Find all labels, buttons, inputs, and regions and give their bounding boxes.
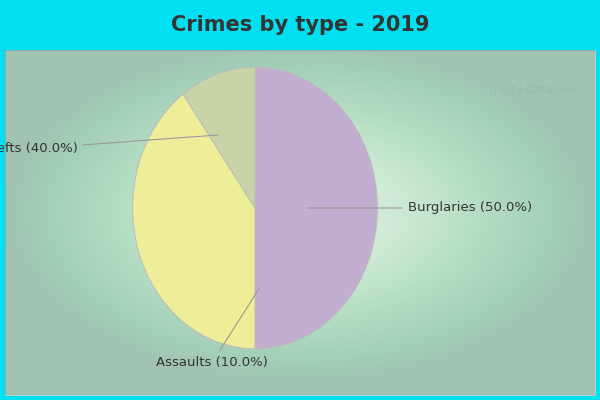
Wedge shape [183,67,255,208]
Text: Thefts (40.0%): Thefts (40.0%) [0,135,218,155]
Text: ⓘ City-Data.com: ⓘ City-Data.com [490,85,580,95]
Text: Assaults (10.0%): Assaults (10.0%) [156,288,268,369]
Text: Crimes by type - 2019: Crimes by type - 2019 [171,15,429,35]
Wedge shape [255,67,377,349]
Wedge shape [133,94,255,349]
Text: Burglaries (50.0%): Burglaries (50.0%) [307,202,532,214]
FancyBboxPatch shape [5,50,595,395]
